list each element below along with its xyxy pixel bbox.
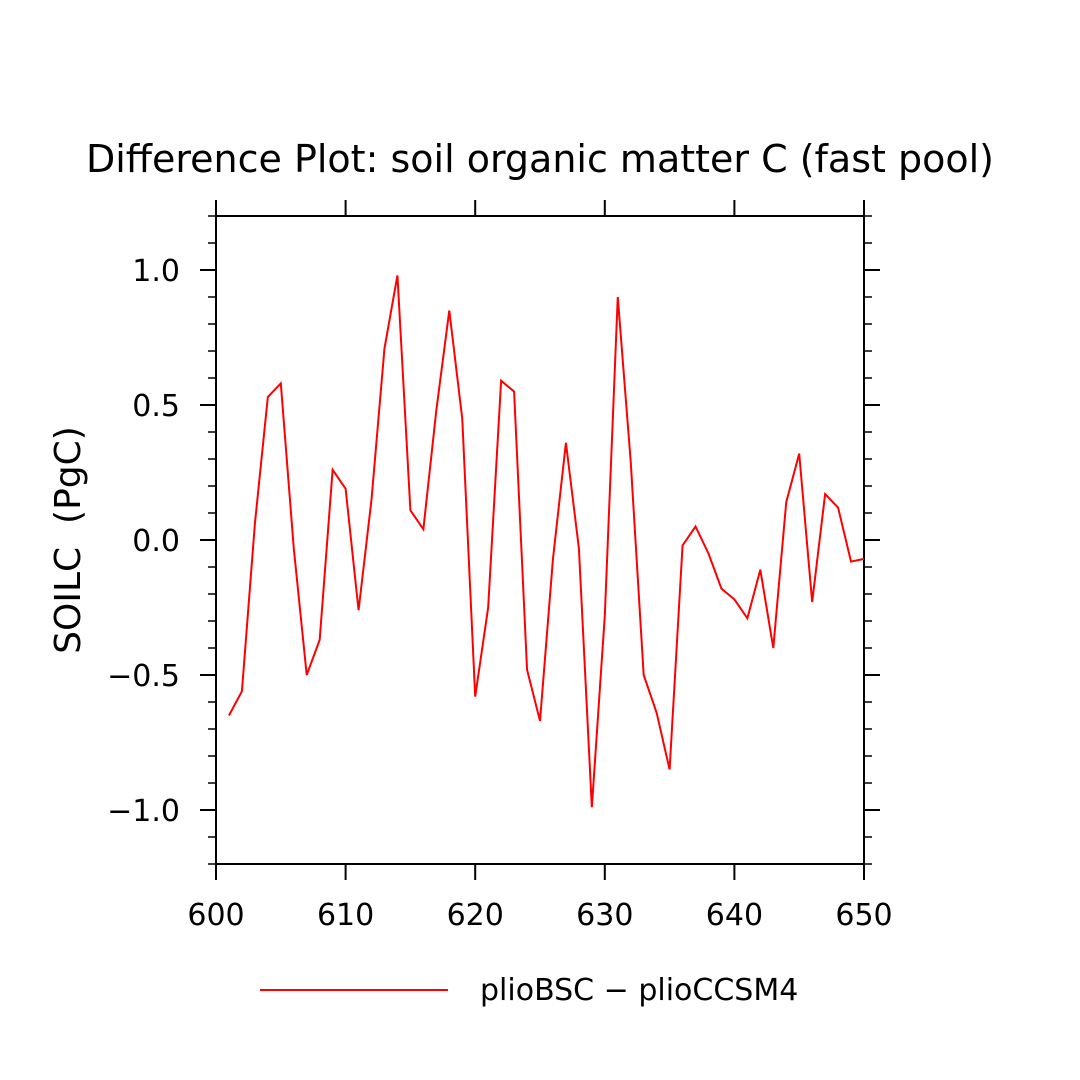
series-group: [228, 275, 865, 808]
axis-tick-labels: 600 610 620 630 640 650 −1.0 −0.5 0.0 0.5 1.0: [107, 254, 892, 933]
y-tick-label: −0.5: [107, 659, 180, 694]
legend-label-series-0: plioBSC − plioCCSM4: [480, 973, 798, 1008]
x-tick-label: 650: [835, 898, 892, 933]
axis-ticks: [200, 200, 880, 880]
y-tick-label: 1.0: [132, 254, 180, 289]
series-line-0: [228, 275, 865, 808]
legend: plioBSC − plioCCSM4: [260, 973, 798, 1008]
x-tick-label: 630: [576, 898, 633, 933]
x-tick-label: 610: [317, 898, 374, 933]
y-tick-label: 0.0: [132, 524, 180, 559]
plot-frame: [215, 215, 865, 865]
y-axis-label: SOILC (PgC): [48, 426, 89, 654]
x-tick-label: 620: [447, 898, 504, 933]
y-tick-label: −1.0: [107, 794, 180, 829]
x-tick-label: 640: [706, 898, 763, 933]
y-tick-label: 0.5: [132, 389, 180, 424]
x-tick-label: 600: [187, 898, 244, 933]
chart-title: Difference Plot: soil organic matter C (…: [86, 137, 994, 181]
